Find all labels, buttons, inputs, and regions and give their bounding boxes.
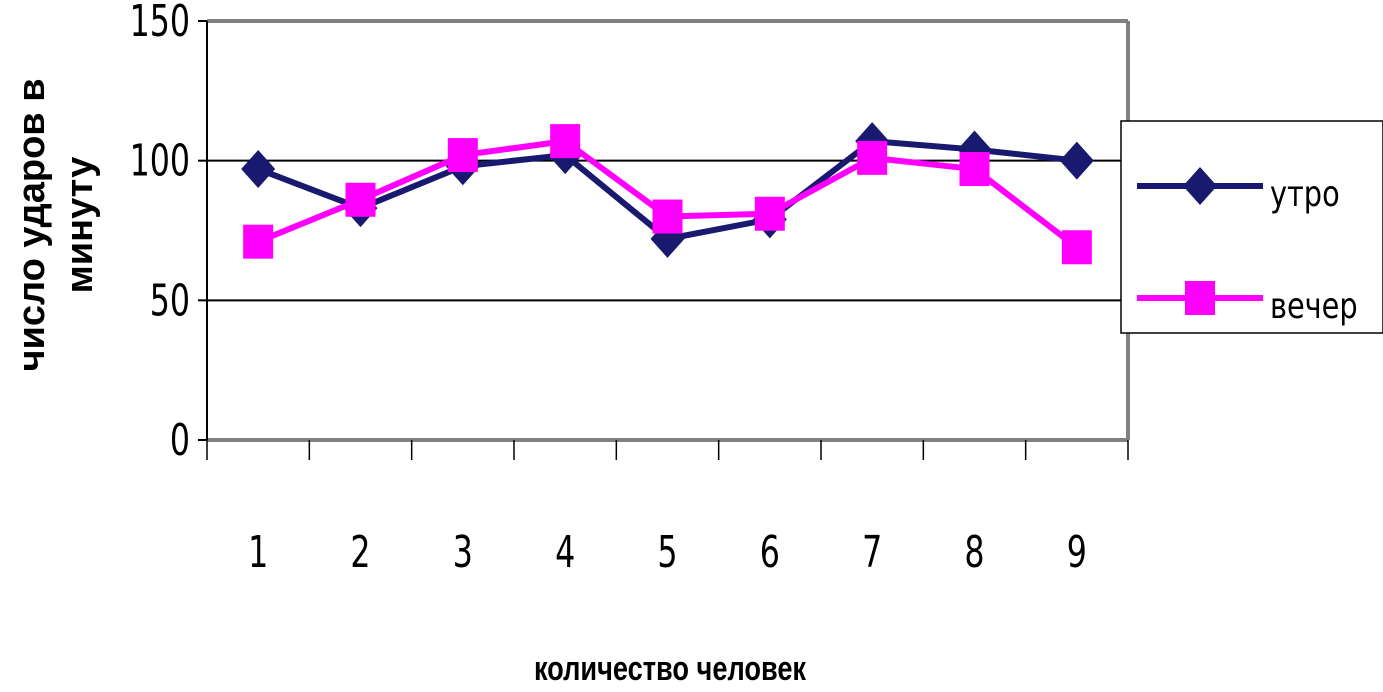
data-point-2-6 [754,196,785,231]
x-tick-label-1: 1 [248,527,268,578]
x-axis-title: количество человек [534,649,807,688]
data-point-1-9 [1059,141,1094,180]
y-axis-title-line-1: число ударов в [11,78,53,371]
y-tick-label-100: 100 [130,136,190,187]
series-2 [243,124,1092,265]
data-point-1-1 [241,150,276,189]
y-axis-ticks: 0 50 100 150 [130,0,207,466]
y-axis-title: число ударов в минуту [11,78,101,371]
x-tick-label-5: 5 [657,527,677,578]
x-tick-label-2: 2 [350,527,370,578]
data-point-2-8 [959,152,990,187]
x-axis-ticks: 1 2 3 4 5 6 7 8 9 [206,440,1129,578]
data-point-2-5 [652,199,683,234]
legend-marker-1 [1183,167,1217,205]
series-layer [241,122,1094,265]
legend: утро вечер [1120,120,1383,334]
data-point-2-3 [447,138,478,173]
data-point-2-2 [345,182,376,217]
legend-label-1: утро [1270,173,1340,215]
data-point-2-4 [550,124,581,159]
x-tick-label-7: 7 [862,527,882,578]
y-axis-title-line-2: минуту [59,157,101,294]
data-point-2-9 [1061,230,1092,265]
x-tick-label-4: 4 [555,527,575,578]
y-tick-label-50: 50 [150,276,190,327]
legend-label-2: вечер [1270,285,1358,327]
y-tick-label-0: 0 [170,415,190,466]
x-tick-label-9: 9 [1067,527,1087,578]
plot-frame [206,19,1130,442]
data-point-2-1 [243,224,274,259]
x-tick-label-8: 8 [964,527,984,578]
legend-marker-2 [1185,281,1215,315]
data-point-2-7 [857,140,888,175]
x-tick-label-6: 6 [760,527,780,578]
x-tick-label-3: 3 [453,527,473,578]
y-tick-label-150: 150 [130,0,190,47]
